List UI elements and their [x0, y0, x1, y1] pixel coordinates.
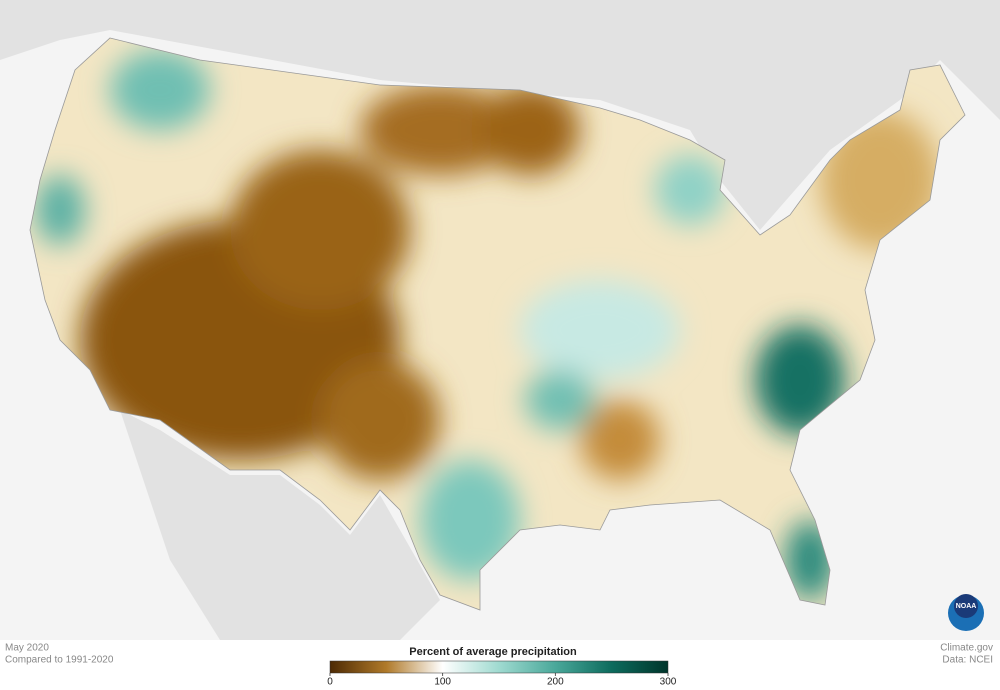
- noaa-logo: NOAA: [948, 594, 984, 631]
- legend-title: Percent of average precipitation: [409, 646, 577, 658]
- legend-tick-label: 300: [660, 677, 677, 688]
- logo-text: NOAA: [956, 603, 977, 610]
- baseline: Compared to 1991-2020: [5, 655, 114, 666]
- date: May 2020: [5, 643, 49, 654]
- precipitation-map: [30, 38, 965, 610]
- color-bar: [329, 660, 669, 674]
- data-credit: Data: NCEI: [942, 655, 993, 666]
- legend-tick-label: 200: [547, 677, 564, 688]
- site-credit: Climate.gov: [940, 643, 993, 654]
- mexico: [120, 410, 440, 640]
- legend-tick-label: 0: [327, 677, 333, 688]
- legend-tick-label: 100: [434, 677, 451, 688]
- canada: [0, 0, 1000, 230]
